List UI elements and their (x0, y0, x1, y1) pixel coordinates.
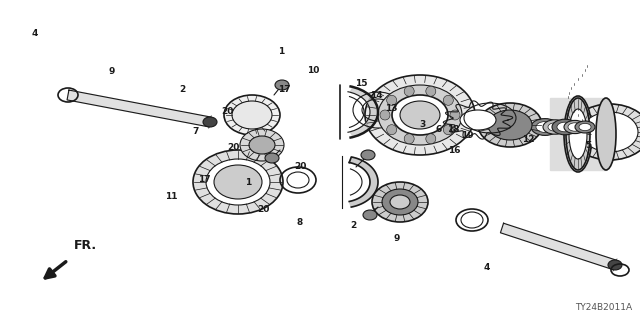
Ellipse shape (568, 123, 582, 131)
Ellipse shape (392, 95, 448, 135)
Text: 9: 9 (109, 68, 115, 76)
Text: 4: 4 (483, 263, 490, 272)
Text: 5: 5 (586, 141, 592, 150)
Polygon shape (350, 87, 378, 137)
Ellipse shape (543, 120, 567, 134)
Text: 20: 20 (221, 108, 234, 116)
Ellipse shape (382, 189, 418, 215)
Text: 14: 14 (370, 92, 383, 100)
Text: 17: 17 (198, 175, 211, 184)
Ellipse shape (363, 210, 377, 220)
Ellipse shape (372, 182, 428, 222)
Text: 11: 11 (165, 192, 178, 201)
Polygon shape (500, 223, 616, 270)
Ellipse shape (232, 101, 272, 129)
Text: 3: 3 (419, 120, 426, 129)
Ellipse shape (579, 124, 591, 131)
Text: 13: 13 (385, 104, 398, 113)
Ellipse shape (361, 150, 375, 160)
Polygon shape (67, 90, 211, 127)
Ellipse shape (478, 103, 542, 147)
Circle shape (444, 95, 453, 105)
Ellipse shape (552, 119, 578, 135)
Ellipse shape (378, 85, 462, 145)
Text: 20: 20 (294, 162, 307, 171)
Circle shape (387, 95, 397, 105)
Text: TY24B2011A: TY24B2011A (575, 303, 632, 312)
Ellipse shape (564, 96, 592, 172)
Ellipse shape (460, 110, 496, 130)
Ellipse shape (569, 109, 587, 159)
Ellipse shape (608, 260, 622, 270)
Text: 1: 1 (278, 47, 285, 56)
Text: 20: 20 (227, 143, 240, 152)
Ellipse shape (206, 159, 270, 205)
Text: 10: 10 (307, 66, 320, 75)
Circle shape (444, 125, 453, 135)
Text: 18: 18 (447, 125, 460, 134)
Text: 20: 20 (257, 205, 270, 214)
Ellipse shape (265, 153, 279, 163)
Ellipse shape (390, 195, 410, 209)
Ellipse shape (224, 95, 280, 135)
Ellipse shape (488, 110, 532, 140)
Circle shape (404, 134, 414, 144)
Circle shape (450, 110, 460, 120)
Text: 1: 1 (245, 178, 252, 187)
Polygon shape (550, 98, 606, 170)
Text: 4: 4 (32, 29, 38, 38)
Circle shape (426, 134, 436, 144)
Text: 17: 17 (278, 85, 291, 94)
Text: FR.: FR. (74, 239, 97, 252)
Text: 2: 2 (179, 85, 186, 94)
Ellipse shape (596, 98, 616, 170)
Text: 2: 2 (350, 221, 356, 230)
Text: 12: 12 (522, 135, 534, 144)
Ellipse shape (566, 98, 590, 170)
Ellipse shape (275, 80, 289, 90)
Text: 19: 19 (461, 132, 474, 140)
Ellipse shape (249, 136, 275, 154)
Circle shape (426, 86, 436, 96)
Ellipse shape (214, 165, 262, 199)
Circle shape (380, 110, 390, 120)
Text: 6: 6 (435, 125, 442, 134)
Ellipse shape (536, 122, 554, 132)
Text: 8: 8 (296, 218, 303, 227)
Ellipse shape (564, 120, 586, 134)
Ellipse shape (400, 101, 440, 129)
Ellipse shape (193, 150, 283, 214)
Ellipse shape (575, 121, 595, 133)
Text: 15: 15 (355, 79, 368, 88)
Ellipse shape (531, 119, 559, 135)
Ellipse shape (548, 123, 562, 131)
Text: 7: 7 (192, 127, 198, 136)
Ellipse shape (557, 122, 573, 132)
Ellipse shape (570, 104, 640, 160)
Ellipse shape (240, 129, 284, 161)
Circle shape (404, 86, 414, 96)
Circle shape (387, 125, 397, 135)
Ellipse shape (203, 117, 217, 127)
Ellipse shape (582, 112, 638, 152)
Polygon shape (349, 157, 378, 207)
Text: 9: 9 (394, 234, 400, 243)
Text: 16: 16 (448, 146, 461, 155)
Ellipse shape (365, 75, 475, 155)
